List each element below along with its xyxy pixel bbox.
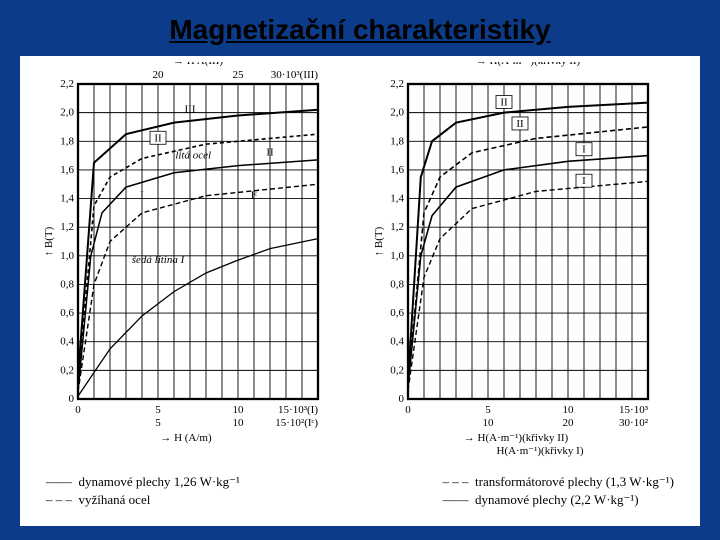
svg-text:0,2: 0,2 bbox=[60, 364, 74, 376]
svg-text:1,2: 1,2 bbox=[390, 221, 404, 233]
chart-right: 00,20,40,60,81,01,21,41,61,82,02,2051015… bbox=[370, 62, 680, 467]
svg-text:20: 20 bbox=[153, 69, 165, 81]
svg-text:2,0: 2,0 bbox=[60, 107, 74, 119]
svg-text:5: 5 bbox=[485, 404, 491, 416]
svg-text:25: 25 bbox=[233, 69, 245, 81]
svg-text:II: II bbox=[516, 118, 524, 130]
svg-text:0,8: 0,8 bbox=[60, 278, 74, 290]
svg-text:30·10³(III): 30·10³(III) bbox=[271, 69, 319, 81]
svg-text:1,4: 1,4 bbox=[60, 193, 74, 205]
svg-text:0,6: 0,6 bbox=[390, 307, 404, 319]
legend: —— dynamové plechy 1,26 W·kg⁻¹ – – – vyž… bbox=[26, 473, 694, 508]
svg-text:30·10²: 30·10² bbox=[619, 417, 649, 429]
svg-text:15·10³: 15·10³ bbox=[619, 404, 649, 416]
svg-text:5: 5 bbox=[155, 417, 161, 429]
svg-text:↑ B(T): ↑ B(T) bbox=[373, 226, 385, 256]
svg-text:II: II bbox=[154, 132, 162, 144]
svg-text:0,4: 0,4 bbox=[390, 336, 404, 348]
svg-text:→ H(A·m⁻¹)(křivky II): → H(A·m⁻¹)(křivky II) bbox=[464, 432, 569, 444]
svg-text:2,2: 2,2 bbox=[390, 78, 404, 90]
svg-text:↑ B(T): ↑ B(T) bbox=[43, 226, 55, 256]
svg-text:10: 10 bbox=[233, 417, 245, 429]
svg-text:5: 5 bbox=[155, 404, 161, 416]
svg-text:II: II bbox=[500, 96, 508, 108]
svg-text:I: I bbox=[140, 190, 144, 202]
svg-text:I: I bbox=[582, 175, 586, 187]
svg-text:0,4: 0,4 bbox=[60, 336, 74, 348]
svg-text:10: 10 bbox=[483, 417, 495, 429]
svg-text:I: I bbox=[582, 144, 586, 156]
svg-text:10: 10 bbox=[233, 404, 245, 416]
svg-text:1,6: 1,6 bbox=[390, 164, 404, 176]
svg-text:→ H (A/m): → H (A/m) bbox=[160, 432, 212, 444]
svg-text:0,6: 0,6 bbox=[60, 307, 74, 319]
svg-text:15·10²(Iᶜ): 15·10²(Iᶜ) bbox=[275, 417, 318, 429]
svg-text:1,8: 1,8 bbox=[60, 135, 74, 147]
svg-text:2,0: 2,0 bbox=[390, 107, 404, 119]
svg-text:1,0: 1,0 bbox=[60, 250, 74, 262]
svg-text:1,2: 1,2 bbox=[60, 221, 74, 233]
svg-text:1,0: 1,0 bbox=[390, 250, 404, 262]
legend-left: —— dynamové plechy 1,26 W·kg⁻¹ – – – vyž… bbox=[46, 473, 240, 508]
svg-text:Iᶜ: Iᶜ bbox=[251, 190, 258, 202]
svg-text:2,2: 2,2 bbox=[60, 78, 74, 90]
svg-text:II: II bbox=[266, 147, 274, 159]
chart-left: 0 0,2 0,4 0,6 0,8 1,0 1,2 1,4 1,6 1,8 2,0 2,2 0 5 10 15… bbox=[40, 62, 350, 467]
svg-text:→ H(A·m⁻¹)(křivky II): → H(A·m⁻¹)(křivky II) bbox=[476, 62, 581, 67]
svg-text:15·10³(I): 15·10³(I) bbox=[278, 404, 318, 416]
chart-panel: 00,20,40,60,81,01,21,41,61,82,02,2051015… bbox=[20, 56, 700, 526]
svg-text:10: 10 bbox=[563, 404, 575, 416]
svg-text:III: III bbox=[185, 104, 196, 116]
svg-text:→ H A(III): → H A(III) bbox=[173, 62, 223, 67]
svg-text:H(A·m⁻¹)(křivky I): H(A·m⁻¹)(křivky I) bbox=[497, 445, 584, 457]
svg-text:0: 0 bbox=[69, 393, 75, 405]
svg-text:0,2: 0,2 bbox=[390, 364, 404, 376]
svg-text:šedá litina I: šedá litina I bbox=[132, 254, 186, 266]
svg-text:1,4: 1,4 bbox=[390, 193, 404, 205]
svg-text:1,6: 1,6 bbox=[60, 164, 74, 176]
legend-right: – – – transformátorové plechy (1,3 W·kg⁻… bbox=[443, 473, 674, 508]
svg-text:0: 0 bbox=[405, 404, 411, 416]
svg-text:0,8: 0,8 bbox=[390, 278, 404, 290]
svg-text:1,8: 1,8 bbox=[390, 135, 404, 147]
svg-text:0: 0 bbox=[75, 404, 81, 416]
slide-title: Magnetizační charakteristiky bbox=[20, 14, 700, 46]
svg-text:20: 20 bbox=[563, 417, 575, 429]
svg-text:litá ocel: litá ocel bbox=[175, 149, 211, 161]
charts-row: 00,20,40,60,81,01,21,41,61,82,02,2051015… bbox=[26, 62, 694, 467]
slide: Magnetizační charakteristiky 00,20,40,60… bbox=[0, 0, 720, 540]
svg-text:0: 0 bbox=[399, 393, 405, 405]
